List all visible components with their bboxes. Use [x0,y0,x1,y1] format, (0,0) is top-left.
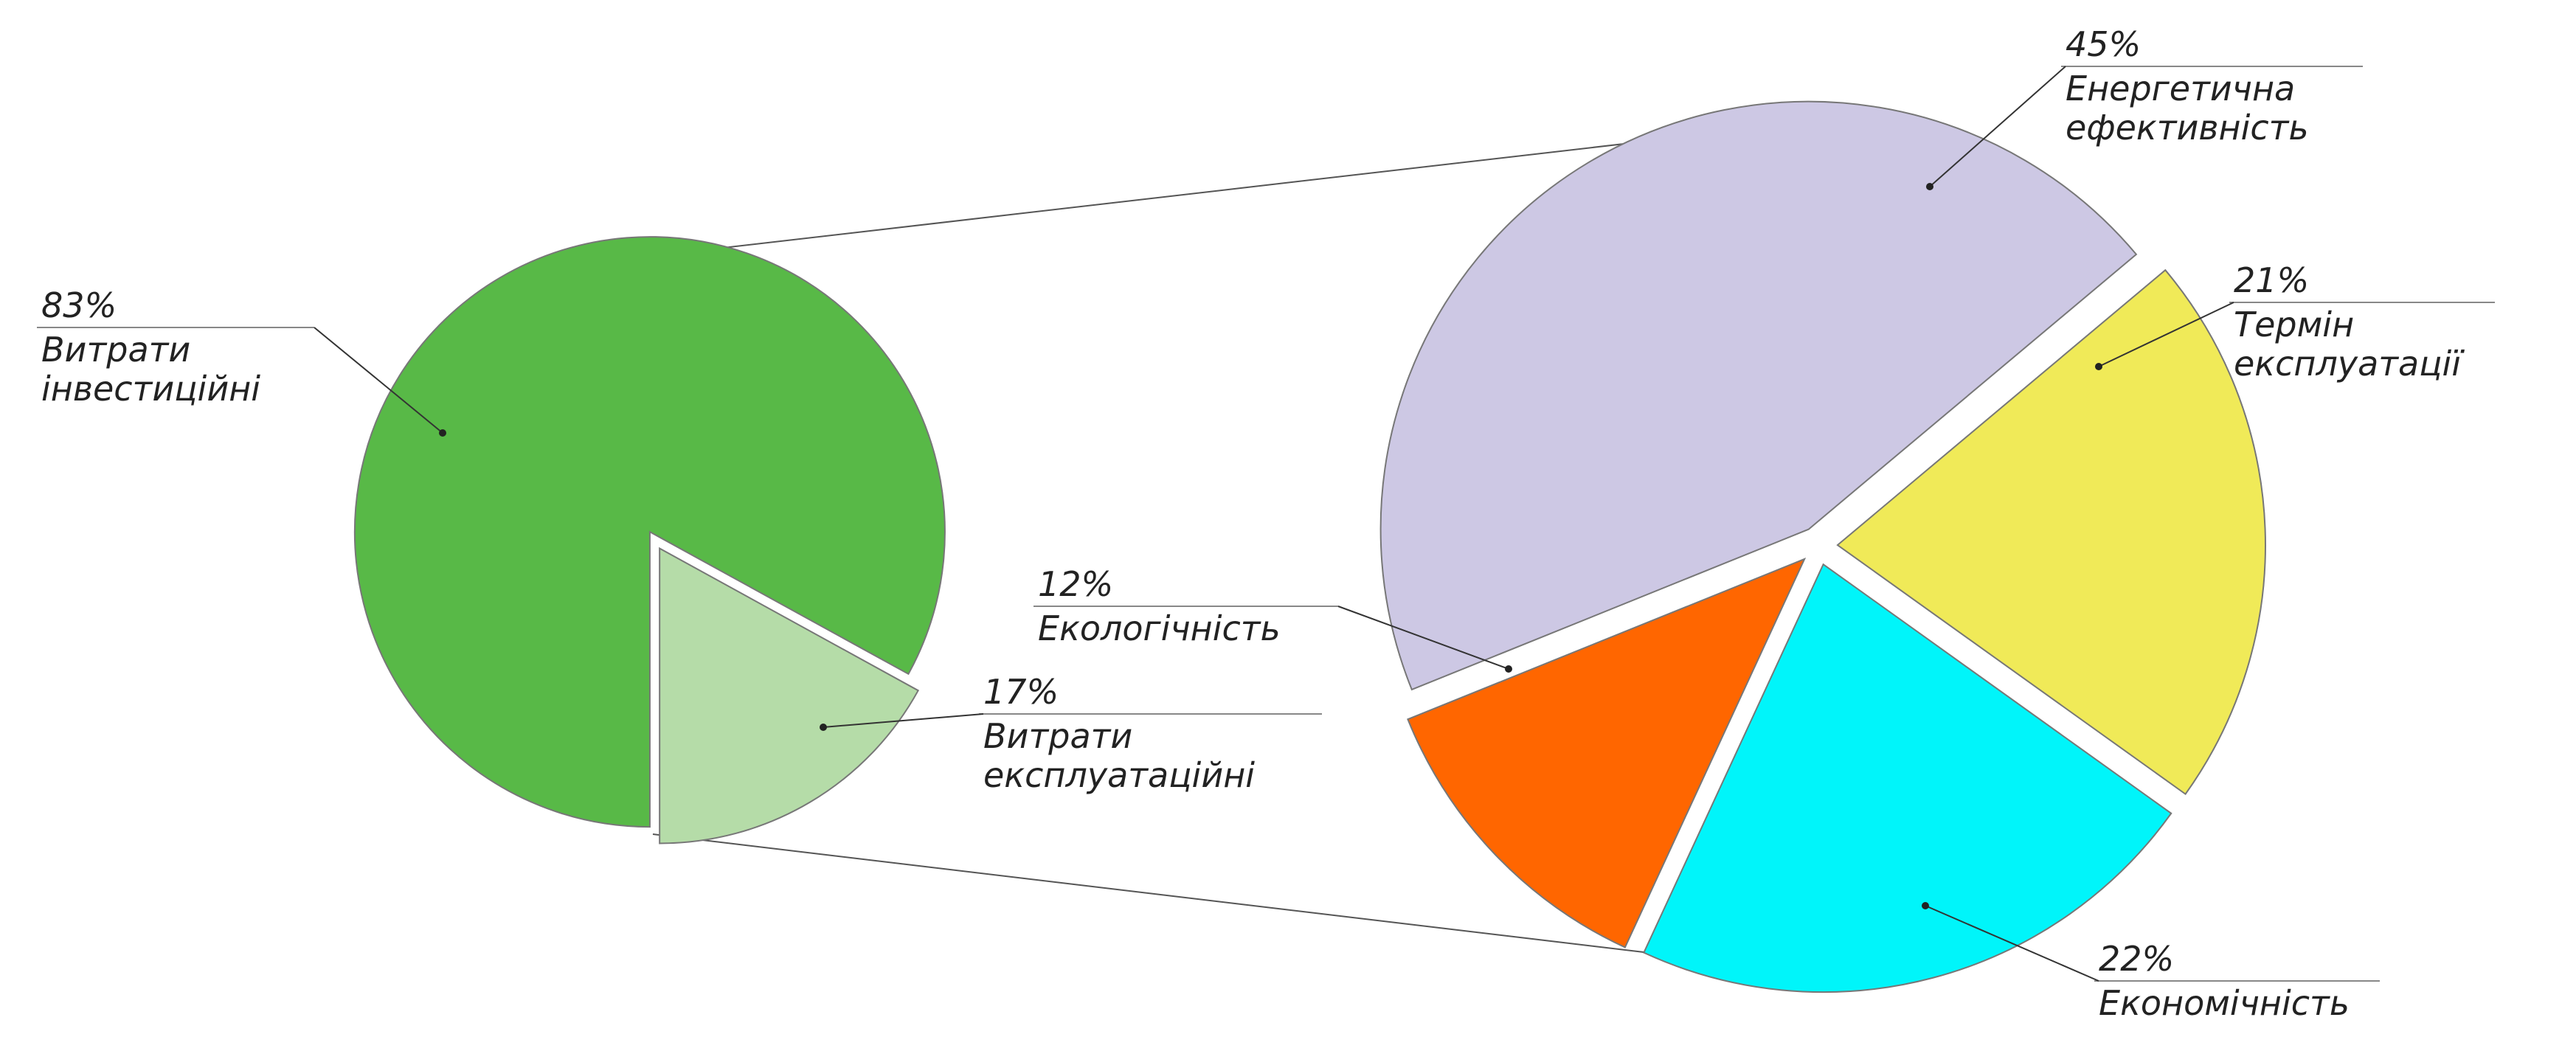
value-label: 45% [2066,24,2142,64]
category-label: Екологічність [1038,608,1281,648]
leader-line [1929,66,2066,187]
pie-slice [353,236,946,828]
leader-dot [1926,183,1933,190]
category-label: Термін експлуатації [2234,305,2462,384]
value-label: 12% [1038,564,1114,604]
leader-dot [1922,902,1929,909]
leader-dot [2095,363,2102,370]
value-label: 21% [2234,260,2310,300]
pie-slice [1407,558,1807,948]
value-label: 17% [983,672,1059,712]
leader-line [1925,905,2099,982]
category-label: Витрати інвестиційні [41,330,261,409]
connector-line [652,833,1669,956]
leader-dot [439,429,446,437]
category-label: Витрати експлуатаційні [983,716,1256,795]
value-label: 22% [2099,939,2175,979]
pie-slice [1379,100,2138,691]
leader-dot [1505,665,1512,673]
category-label: Економічність [2099,983,2350,1023]
pie-slice [1836,268,2266,796]
leader-line [2098,302,2234,367]
pie-slice [1643,563,2172,993]
category-label: Енергетична ефективність [2066,69,2309,148]
value-label: 83% [41,285,117,325]
leader-line [314,327,443,434]
leader-line [823,713,984,728]
leader-dot [820,724,827,731]
leader-line [1337,606,1509,670]
